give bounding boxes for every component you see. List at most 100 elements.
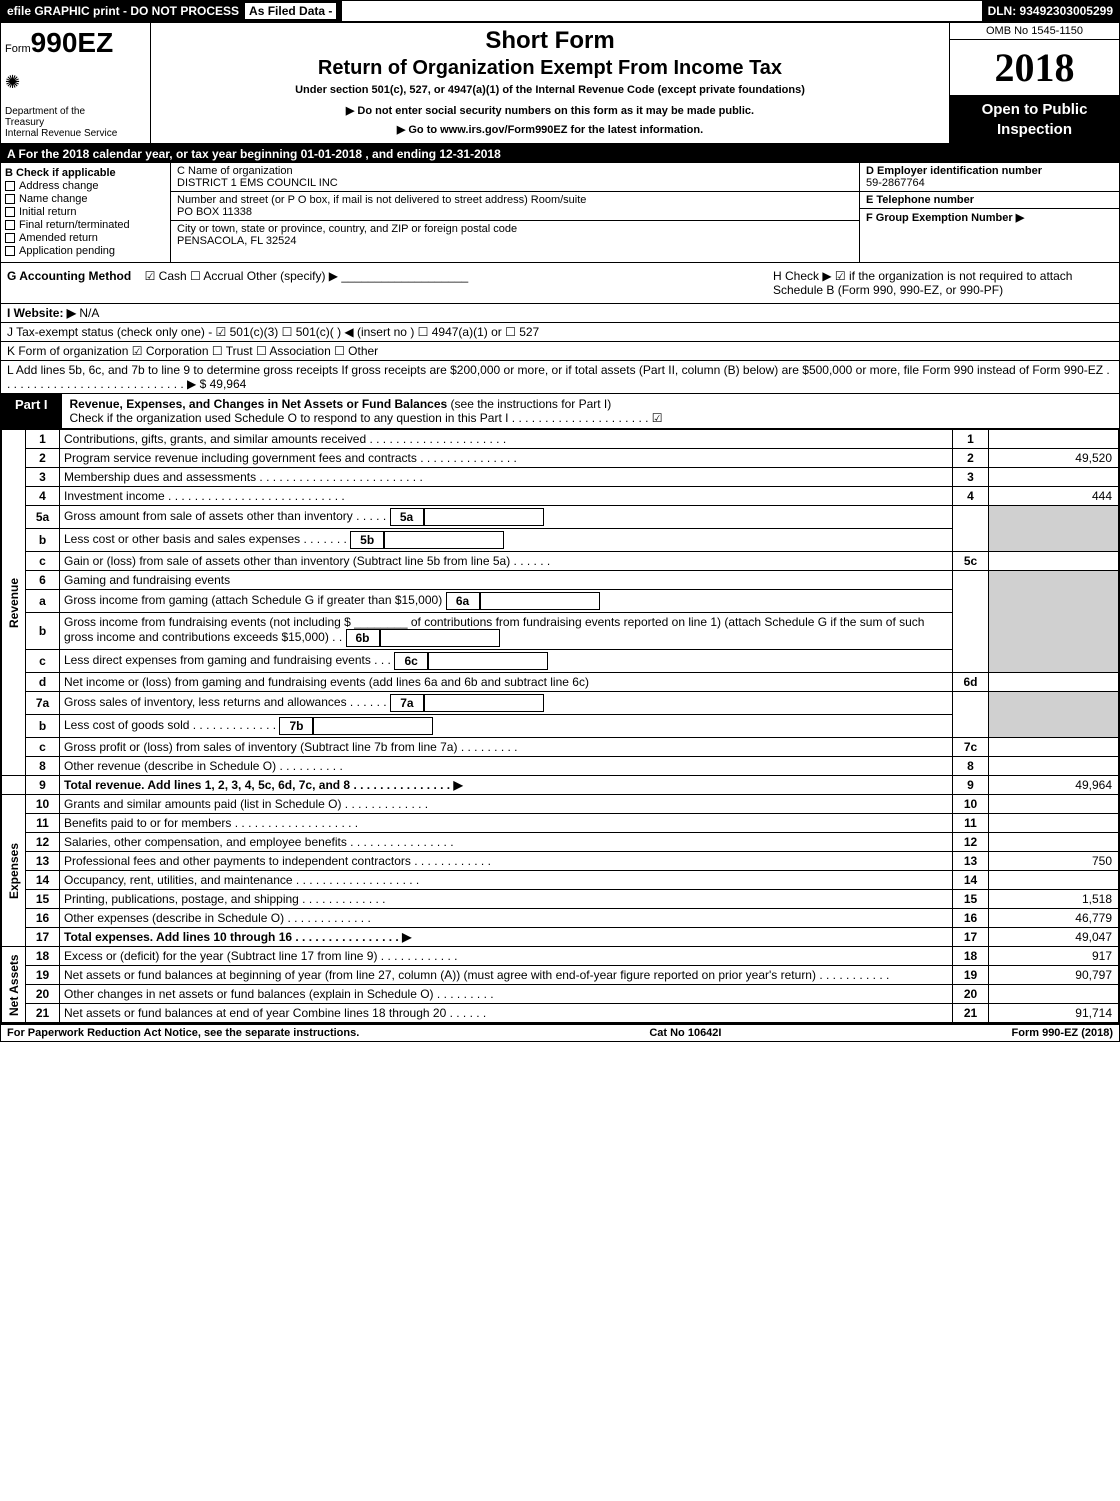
form-no: 990EZ [31, 27, 114, 58]
i-label: I Website: ▶ [7, 306, 76, 320]
line-7c: c Gross profit or (loss) from sales of i… [2, 738, 1119, 757]
col-def: D Employer identification number 59-2867… [859, 163, 1119, 262]
omb-number: OMB No 1545-1150 [950, 23, 1119, 40]
l1-num: 1 [26, 430, 60, 449]
l21-box: 21 [953, 1004, 989, 1023]
row-a-calendar-year: A For the 2018 calendar year, or tax yea… [1, 145, 1119, 163]
header-center: Short Form Return of Organization Exempt… [151, 23, 949, 143]
l3-num: 3 [26, 468, 60, 487]
line-6: 6 Gaming and fundraising events [2, 571, 1119, 590]
l13-amt: 750 [989, 852, 1119, 871]
l9-box: 9 [953, 776, 989, 795]
dept3: Internal Revenue Service [5, 128, 146, 139]
form-number: Form990EZ [5, 27, 146, 59]
line-21: 21 Net assets or fund balances at end of… [2, 1004, 1119, 1023]
l1-label: Contributions, gifts, grants, and simila… [60, 430, 953, 449]
line-20: 20 Other changes in net assets or fund b… [2, 985, 1119, 1004]
side-revenue: Revenue [2, 430, 26, 776]
header-left: Form990EZ ✺ Department of the Treasury I… [1, 23, 151, 143]
l7a-label: Gross sales of inventory, less returns a… [60, 692, 953, 715]
l20-num: 20 [26, 985, 60, 1004]
part1-title: Revenue, Expenses, and Changes in Net As… [70, 397, 448, 411]
part1-subnote: Check if the organization used Schedule … [70, 411, 663, 425]
line-8: 8 Other revenue (describe in Schedule O)… [2, 757, 1119, 776]
l14-num: 14 [26, 871, 60, 890]
l5b-ibox: 5b [350, 531, 384, 549]
col-b-checkboxes: B Check if applicable Address change Nam… [1, 163, 171, 262]
line-6b: b Gross income from fundraising events (… [2, 613, 1119, 650]
l21-num: 21 [26, 1004, 60, 1023]
line-16: 16 Other expenses (describe in Schedule … [2, 909, 1119, 928]
l15-amt: 1,518 [989, 890, 1119, 909]
line-11: 11 Benefits paid to or for members . . .… [2, 814, 1119, 833]
l5c-box: 5c [953, 552, 989, 571]
l14-amt [989, 871, 1119, 890]
line-6c: c Less direct expenses from gaming and f… [2, 650, 1119, 673]
l15-num: 15 [26, 890, 60, 909]
chk-application-pending[interactable]: Application pending [5, 245, 166, 257]
subtitle-section: Under section 501(c), 527, or 4947(a)(1)… [159, 84, 941, 96]
short-form-title: Short Form [159, 27, 941, 55]
dept2: Treasury [5, 117, 146, 128]
line-5a: 5a Gross amount from sale of assets othe… [2, 506, 1119, 529]
row-l-gross-receipts: L Add lines 5b, 6c, and 7b to line 9 to … [1, 361, 1119, 394]
chk-initial-return[interactable]: Initial return [5, 206, 166, 218]
l16-label: Other expenses (describe in Schedule O) … [60, 909, 953, 928]
l16-box: 16 [953, 909, 989, 928]
c-addr-label: Number and street (or P O box, if mail i… [177, 194, 853, 206]
c-addr-value: PO BOX 11338 [177, 206, 853, 218]
l6a-iamt [480, 592, 600, 610]
c-city-value: PENSACOLA, FL 32524 [177, 235, 853, 247]
l6c-label: Less direct expenses from gaming and fun… [60, 650, 953, 673]
line-3: 3 Membership dues and assessments . . . … [2, 468, 1119, 487]
l19-label: Net assets or fund balances at beginning… [60, 966, 953, 985]
l11-num: 11 [26, 814, 60, 833]
topbar: efile GRAPHIC print - DO NOT PROCESS As … [1, 1, 1119, 23]
footer-left: For Paperwork Reduction Act Notice, see … [7, 1027, 359, 1039]
c-name-label: C Name of organization [177, 165, 853, 177]
h-schedule-b: H Check ▶ ☑ if the organization is not r… [773, 269, 1113, 297]
l5b-num: b [26, 529, 60, 552]
l7c-label: Gross profit or (loss) from sales of inv… [60, 738, 953, 757]
topbar-left: efile GRAPHIC print - DO NOT PROCESS As … [1, 1, 342, 21]
form-header: Form990EZ ✺ Department of the Treasury I… [1, 23, 1119, 145]
chk-final-return[interactable]: Final return/terminated [5, 219, 166, 231]
l6-num: 6 [26, 571, 60, 590]
l6a-label: Gross income from gaming (attach Schedul… [60, 590, 953, 613]
l17-amt: 49,047 [989, 928, 1119, 947]
l13-label: Professional fees and other payments to … [60, 852, 953, 871]
l6abc-sideamt [989, 571, 1119, 673]
irs-seal-icon: ✺ [5, 72, 146, 93]
l6b-iamt [380, 629, 500, 647]
l6d-box: 6d [953, 673, 989, 692]
l7ab-sidebox [953, 692, 989, 738]
l5a-ibox: 5a [390, 508, 424, 526]
l14-label: Occupancy, rent, utilities, and maintena… [60, 871, 953, 890]
l6d-amt [989, 673, 1119, 692]
l5a-num: 5a [26, 506, 60, 529]
chk-name-change[interactable]: Name change [5, 193, 166, 205]
l11-amt [989, 814, 1119, 833]
part1-note: (see the instructions for Part I) [451, 397, 612, 411]
l6d-num: d [26, 673, 60, 692]
l11-box: 11 [953, 814, 989, 833]
l-amount: $ 49,964 [200, 377, 247, 391]
l4-box: 4 [953, 487, 989, 506]
l9-label: Total revenue. Add lines 1, 2, 3, 4, 5c,… [60, 776, 953, 795]
chk-amended-return[interactable]: Amended return [5, 232, 166, 244]
tax-year: 2018 [950, 40, 1119, 96]
d-ein: 59-2867764 [866, 177, 1113, 189]
l19-box: 19 [953, 966, 989, 985]
line-2: 2 Program service revenue including gove… [2, 449, 1119, 468]
part1-desc: Revenue, Expenses, and Changes in Net As… [62, 394, 1119, 428]
side-rev-end [2, 776, 26, 795]
l18-num: 18 [26, 947, 60, 966]
l2-box: 2 [953, 449, 989, 468]
l12-amt [989, 833, 1119, 852]
part1-header: Part I Revenue, Expenses, and Changes in… [1, 394, 1119, 429]
dept-label: Department of the Treasury Internal Reve… [5, 106, 146, 139]
l8-box: 8 [953, 757, 989, 776]
chk-address-change[interactable]: Address change [5, 180, 166, 192]
c-name-value: DISTRICT 1 EMS COUNCIL INC [177, 177, 853, 189]
line-19: 19 Net assets or fund balances at beginn… [2, 966, 1119, 985]
